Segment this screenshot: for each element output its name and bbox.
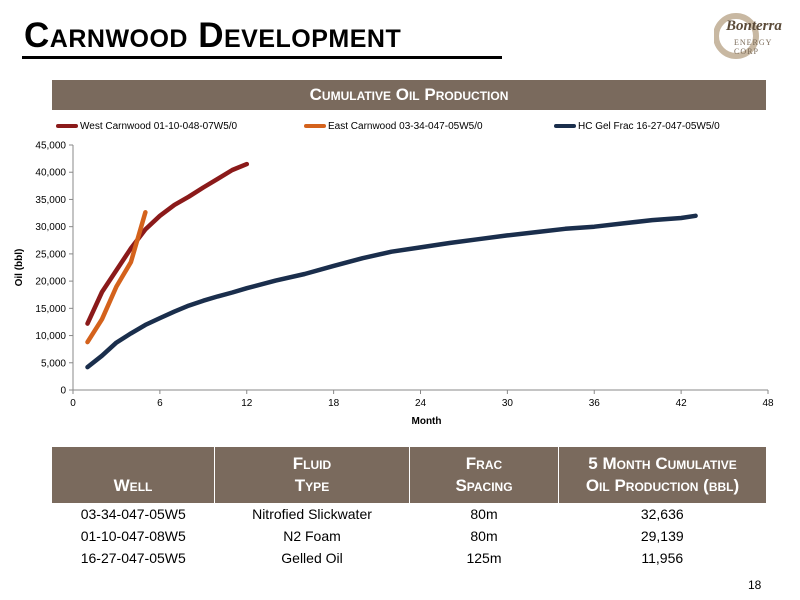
- y-tick-label: 30,000: [35, 222, 66, 233]
- x-tick-label: 36: [589, 398, 601, 409]
- table-row: 16-27-047-05W5 Gelled Oil 125m 11,956: [52, 547, 766, 569]
- legend-label: West Carnwood 01-10-048-07W5/0: [80, 121, 238, 132]
- legend-item-east-carnwood: East Carnwood 03-34-047-05W5/0: [304, 121, 483, 132]
- cell-well: 03-34-047-05W5: [80, 506, 186, 522]
- cumulative-oil-chart: 0 5,000 10,000 15,000 20,000 25,000 30,000 35,0…: [14, 141, 774, 428]
- logo-subtext: ENERGY CORP: [734, 38, 773, 56]
- legend-swatch-hc: [554, 124, 576, 129]
- y-tick-label: 45,000: [35, 141, 66, 152]
- table-row: 03-34-047-05W5 Nitrofied Slickwater 80m …: [52, 503, 766, 525]
- series-line-2: [85, 213, 698, 370]
- y-tick-label: 40,000: [35, 168, 66, 179]
- legend-item-west-carnwood: West Carnwood 01-10-048-07W5/0: [56, 121, 237, 132]
- x-tick-label: 12: [241, 398, 253, 409]
- table-row: 01-10-047-08W5 N2 Foam 80m 29,139: [52, 525, 766, 547]
- cell-fluid: N2 Foam: [283, 528, 341, 544]
- y-tick-label: 35,000: [35, 195, 66, 206]
- header-well: Well: [52, 447, 215, 503]
- header-cumulative: 5 Month Cumulative Oil Production (bbl): [558, 447, 766, 503]
- page-title: Carnwood Development: [24, 16, 402, 55]
- cell-fluid: Nitrofied Slickwater: [252, 506, 372, 522]
- y-tick-label: 15,000: [35, 304, 66, 315]
- header-frac-spacing: Frac Spacing: [409, 447, 559, 503]
- x-axis-title: Month: [412, 416, 442, 427]
- chart-banner: Cumulative Oil Production: [52, 80, 766, 110]
- y-tick-label: 0: [60, 386, 66, 397]
- y-axis-title: Oil (bbl): [14, 249, 25, 287]
- cell-well: 16-27-047-05W5: [80, 550, 186, 566]
- x-tick-label: 18: [328, 398, 340, 409]
- cell-fluid: Gelled Oil: [281, 550, 343, 566]
- cell-cumulative: 11,956: [641, 550, 684, 566]
- cell-cumulative: 29,139: [640, 528, 684, 544]
- y-tick-label: 5,000: [41, 358, 66, 369]
- x-tick-label: 0: [70, 398, 76, 409]
- page-number: 18: [748, 578, 762, 592]
- title-underline: [22, 56, 502, 59]
- cell-cumulative: 32,636: [640, 506, 684, 522]
- legend-item-hc-gel-frac: HC Gel Frac 16-27-047-05W5/0: [554, 121, 720, 132]
- legend-label: East Carnwood 03-34-047-05W5/0: [328, 121, 483, 132]
- legend-swatch-west: [56, 124, 78, 129]
- legend-swatch-east: [304, 124, 326, 129]
- x-tick-label: 6: [157, 398, 163, 409]
- cell-spacing: 80m: [470, 506, 498, 522]
- cell-spacing: 125m: [466, 550, 502, 566]
- cell-well: 01-10-047-08W5: [80, 528, 186, 544]
- x-tick-label: 42: [676, 398, 688, 409]
- y-tick-label: 25,000: [35, 249, 66, 260]
- table-header-row: Well Fluid Type Frac Spacing 5 Month Cumul…: [52, 447, 766, 503]
- company-logo: Bonterra ENERGY CORP: [713, 8, 794, 62]
- series-line-0: [85, 161, 250, 326]
- legend-label: HC Gel Frac 16-27-047-05W5/0: [578, 121, 720, 132]
- x-tick-label: 24: [415, 398, 427, 409]
- y-tick-label: 20,000: [35, 277, 66, 288]
- well-comparison-table: Well Fluid Type Frac Spacing 5 Month Cumul…: [52, 447, 766, 569]
- header-fluid-type: Fluid Type: [214, 447, 410, 503]
- x-tick-label: 48: [762, 398, 774, 409]
- y-tick-label: 10,000: [35, 331, 66, 342]
- series-line-1: [85, 210, 148, 345]
- logo-wordmark: Bonterra: [726, 18, 782, 34]
- cell-spacing: 80m: [470, 528, 498, 544]
- x-tick-label: 30: [502, 398, 514, 409]
- chart-legend: West Carnwood 01-10-048-07W5/0 East Carn…: [56, 121, 776, 135]
